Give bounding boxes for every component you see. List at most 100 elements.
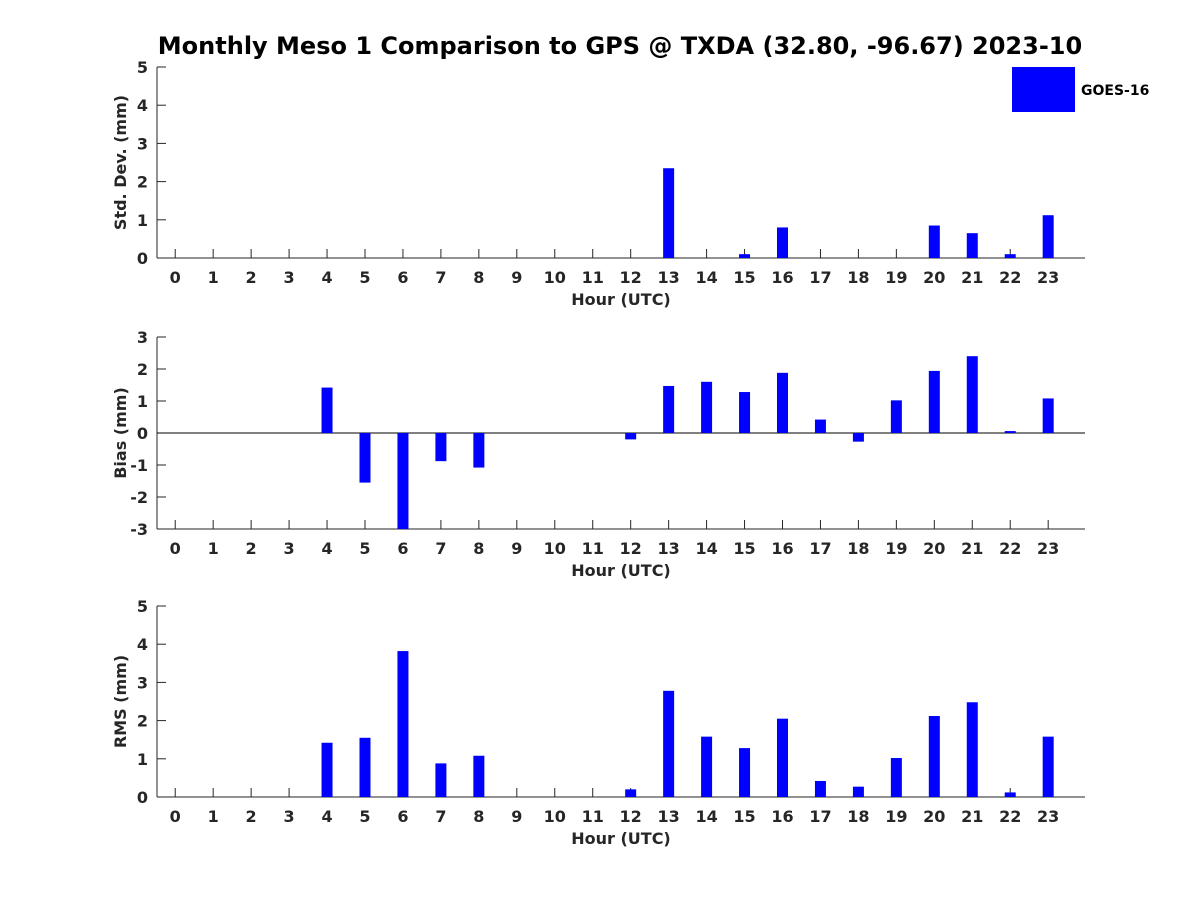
- x-axis-label: Hour (UTC): [571, 290, 671, 309]
- legend-swatch: [1012, 67, 1075, 112]
- y-axis-label: Std. Dev. (mm): [111, 95, 130, 230]
- legend-label: GOES-16: [1081, 83, 1149, 99]
- bar-hour-17: [814, 780, 826, 797]
- x-tick-label: 15: [733, 268, 755, 287]
- bar-hour-20: [928, 370, 940, 433]
- bar-hour-12: [625, 433, 637, 440]
- y-tick-label: -1: [130, 456, 148, 475]
- bar-hour-8: [473, 433, 485, 468]
- x-tick-label: 20: [923, 807, 945, 826]
- bar-hour-14: [701, 381, 713, 433]
- x-tick-label: 2: [246, 807, 257, 826]
- y-tick-label: -3: [130, 520, 148, 539]
- x-tick-label: 7: [435, 539, 446, 558]
- y-tick-label: 3: [137, 134, 148, 153]
- bar-hour-7: [435, 763, 447, 797]
- x-tick-label: 8: [473, 807, 484, 826]
- x-tick-label: 14: [695, 268, 717, 287]
- bar-hour-20: [928, 225, 940, 258]
- x-tick-label: 9: [511, 268, 522, 287]
- x-tick-label: 17: [809, 268, 831, 287]
- y-tick-label: 4: [137, 635, 148, 654]
- x-tick-label: 15: [733, 807, 755, 826]
- x-tick-label: 21: [961, 807, 983, 826]
- x-tick-label: 3: [284, 539, 295, 558]
- y-tick-label: 2: [137, 173, 148, 192]
- x-tick-label: 23: [1037, 268, 1059, 287]
- bar-hour-5: [359, 737, 371, 797]
- bar-hour-22: [1004, 254, 1016, 258]
- bar-hour-18: [852, 786, 864, 797]
- bar-hour-5: [359, 433, 371, 483]
- x-axis-label: Hour (UTC): [571, 829, 671, 848]
- bar-hour-23: [1042, 215, 1054, 258]
- x-tick-label: 12: [620, 268, 642, 287]
- x-tick-label: 4: [321, 268, 332, 287]
- x-tick-label: 1: [208, 807, 219, 826]
- x-tick-label: 11: [582, 539, 604, 558]
- bar-hour-16: [776, 227, 788, 258]
- y-tick-label: 2: [137, 712, 148, 731]
- x-tick-label: 9: [511, 807, 522, 826]
- bar-hour-12: [625, 789, 637, 797]
- y-tick-label: 1: [137, 750, 148, 769]
- bar-hour-16: [776, 718, 788, 797]
- y-axis-label: RMS (mm): [111, 655, 130, 748]
- x-tick-label: 16: [771, 807, 793, 826]
- bar-hour-22: [1004, 431, 1016, 433]
- bar-hour-21: [966, 702, 978, 797]
- y-tick-label: 5: [137, 58, 148, 77]
- bar-hour-14: [701, 736, 713, 797]
- x-tick-label: 3: [284, 268, 295, 287]
- chart-title: Monthly Meso 1 Comparison to GPS @ TXDA …: [158, 32, 1082, 60]
- bar-hour-20: [928, 716, 940, 797]
- x-tick-label: 20: [923, 268, 945, 287]
- x-tick-label: 22: [999, 539, 1021, 558]
- bar-hour-15: [739, 392, 751, 433]
- x-tick-label: 12: [620, 539, 642, 558]
- x-tick-label: 23: [1037, 807, 1059, 826]
- x-tick-label: 5: [359, 807, 370, 826]
- x-tick-label: 19: [885, 268, 907, 287]
- x-tick-label: 6: [397, 268, 408, 287]
- x-tick-label: 19: [885, 807, 907, 826]
- x-tick-label: 1: [208, 539, 219, 558]
- x-axis-label: Hour (UTC): [571, 561, 671, 580]
- bar-hour-13: [663, 690, 675, 797]
- x-tick-label: 10: [544, 268, 566, 287]
- bar-hour-13: [663, 385, 675, 433]
- bar-hour-15: [739, 748, 751, 797]
- bar-hour-21: [966, 233, 978, 258]
- bar-hour-23: [1042, 398, 1054, 433]
- x-tick-label: 7: [435, 268, 446, 287]
- x-tick-label: 5: [359, 268, 370, 287]
- x-tick-label: 18: [847, 807, 869, 826]
- x-tick-label: 9: [511, 539, 522, 558]
- x-tick-label: 4: [321, 807, 332, 826]
- y-tick-label: 3: [137, 328, 148, 347]
- y-tick-label: 5: [137, 597, 148, 616]
- x-tick-label: 15: [733, 539, 755, 558]
- x-tick-label: 21: [961, 268, 983, 287]
- y-tick-label: 4: [137, 96, 148, 115]
- bar-hour-19: [890, 758, 902, 797]
- x-tick-label: 20: [923, 539, 945, 558]
- x-tick-label: 13: [658, 539, 680, 558]
- y-tick-label: 1: [137, 392, 148, 411]
- y-tick-label: 1: [137, 211, 148, 230]
- y-axis-label: Bias (mm): [111, 387, 130, 479]
- x-tick-label: 17: [809, 807, 831, 826]
- x-tick-label: 10: [544, 807, 566, 826]
- x-tick-label: 2: [246, 268, 257, 287]
- x-tick-label: 7: [435, 807, 446, 826]
- bar-hour-15: [739, 254, 751, 258]
- x-tick-label: 14: [695, 807, 717, 826]
- x-tick-label: 11: [582, 807, 604, 826]
- bar-hour-22: [1004, 792, 1016, 797]
- x-tick-label: 16: [771, 268, 793, 287]
- y-tick-label: 0: [137, 424, 148, 443]
- x-tick-label: 6: [397, 539, 408, 558]
